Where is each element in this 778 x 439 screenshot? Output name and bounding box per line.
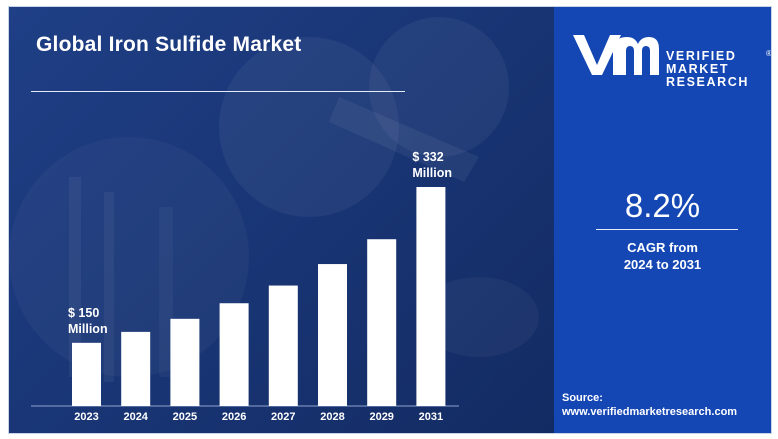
bar-2023 [72, 342, 101, 406]
data-label-2031-line1: $ 332 [412, 150, 443, 164]
source-block: Source: www.verifiedmarketresearch.com [562, 391, 737, 419]
vmr-logo-icon [573, 35, 659, 75]
x-tick-label-2023: 2023 [74, 411, 98, 423]
bar-2029 [367, 239, 397, 406]
chart-title: Global Iron Sulfide Market [36, 33, 302, 56]
cagr-label: CAGR from 2024 to 2031 [554, 239, 771, 273]
bar-2024 [121, 331, 151, 406]
cagr-label-line2: 2024 to 2031 [623, 257, 702, 272]
logo-line-research: RESEARCH [666, 75, 749, 89]
title-divider [31, 91, 405, 92]
bar-2027 [268, 285, 298, 406]
x-tick-label-2024: 2024 [123, 411, 148, 423]
logo-line-verified: VERIFIED [666, 49, 737, 63]
data-label-2023-line1: $ 150 [68, 306, 99, 320]
cagr-divider [596, 229, 738, 230]
bar-2031 [416, 187, 446, 406]
source-url[interactable]: www.verifiedmarketresearch.com [562, 406, 738, 418]
verified-market-research-logo: VERIFIED MARKET RESEARCH ® [569, 29, 772, 89]
x-tick-label-2027: 2027 [271, 411, 295, 423]
chart-panel: Global Iron Sulfide Market 2023 2024 2025 2… [9, 7, 554, 433]
data-label-2023-line2: Million [68, 322, 108, 336]
x-tick-label-2025: 2025 [173, 411, 197, 423]
data-label-2031-line2: Million [412, 166, 452, 180]
x-tick-label-2029: 2029 [369, 411, 393, 423]
x-tick-label-2028: 2028 [320, 411, 344, 423]
bars-layer [72, 187, 446, 406]
infographic-frame: Global Iron Sulfide Market 2023 2024 2025 2… [8, 6, 772, 434]
x-tick-label-2026: 2026 [222, 411, 246, 423]
x-tick-label-2031: 2031 [419, 411, 443, 423]
info-panel: VERIFIED MARKET RESEARCH ® 8.2% CAGR fro… [554, 7, 771, 433]
cagr-label-line1: CAGR from [627, 240, 698, 255]
registered-mark: ® [766, 49, 772, 58]
bar-chart: 2023 2024 2025 2026 2027 2028 2029 2031 $ 150 Mi… [31, 150, 459, 423]
annotations-layer: $ 150 Million $ 332 Million [68, 150, 452, 336]
tick-labels-layer: 2023 2024 2025 2026 2027 2028 2029 2031 [74, 411, 443, 423]
background-lab-photo [69, 17, 539, 382]
bar-2026 [219, 303, 249, 406]
bar-2028 [318, 264, 347, 406]
logo-wordmark: VERIFIED MARKET RESEARCH [666, 50, 749, 89]
bar-2025 [170, 318, 200, 406]
logo-line-market: MARKET [666, 62, 730, 76]
source-label: Source: [562, 392, 603, 404]
cagr-value: 8.2% [624, 187, 701, 224]
